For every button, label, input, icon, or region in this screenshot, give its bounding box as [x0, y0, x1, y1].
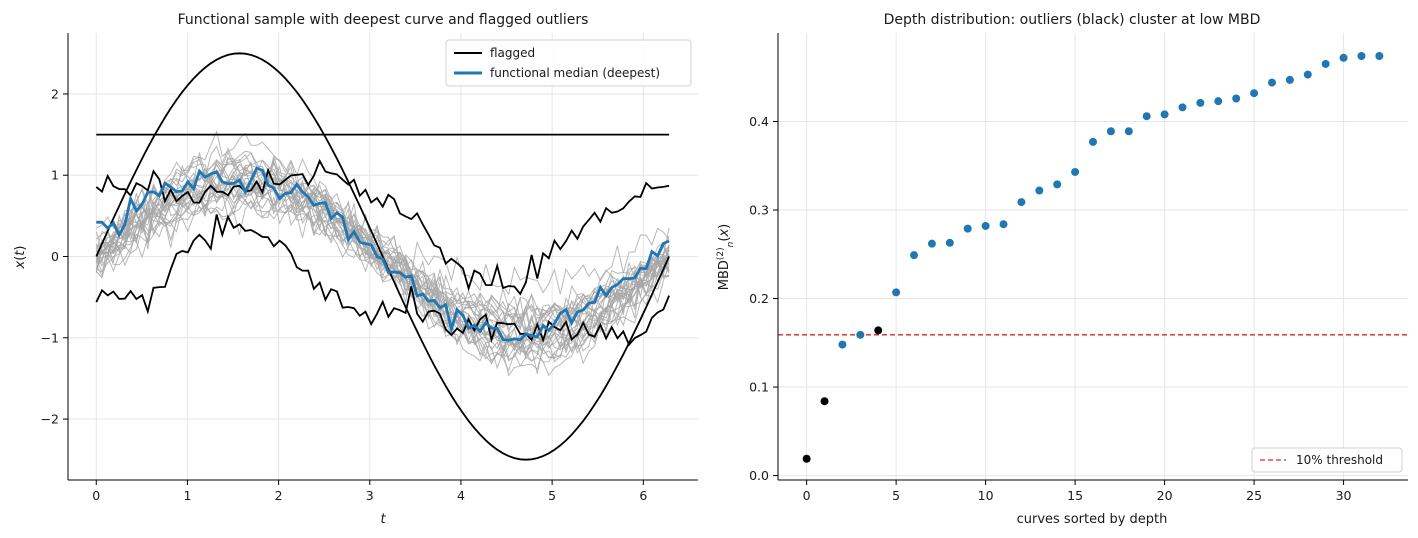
- right-xlabel: curves sorted by depth: [1017, 512, 1168, 527]
- left-ytick-label-3: 1: [51, 168, 59, 183]
- left-median-curve: [96, 166, 670, 342]
- left-xtick-label-3: 3: [366, 488, 374, 503]
- depth-point-2: [838, 340, 847, 349]
- depth-point-10: [981, 221, 990, 230]
- left-xtick-label-2: 2: [275, 488, 283, 503]
- outlier-point-0: [802, 454, 811, 463]
- right-ytick-label-1: 0.1: [749, 380, 769, 395]
- sample-curve-22: [96, 160, 670, 365]
- right-ytick-label-4: 0.4: [749, 114, 769, 129]
- right-xtick-label-1: 5: [892, 488, 900, 503]
- right-ylabel: MBD(2)n(x): [716, 224, 736, 290]
- depth-point-13: [1035, 186, 1044, 195]
- depth-point-29: [1321, 59, 1330, 68]
- left-legend: flagged functional median (deepest): [445, 39, 692, 87]
- depth-point-18: [1124, 127, 1133, 136]
- left-ylabel: x(t): [13, 246, 28, 270]
- right-ytick-label-0: 0.0: [749, 468, 769, 483]
- depth-point-28: [1303, 70, 1312, 79]
- right-xtick-label-6: 30: [1336, 488, 1352, 503]
- depth-point-31: [1357, 52, 1366, 61]
- depth-point-12: [1017, 198, 1026, 207]
- left-xlabel: t: [380, 512, 386, 527]
- right-points: [802, 52, 1384, 463]
- depth-point-23: [1214, 97, 1223, 106]
- left-ytick-label-1: −1: [41, 330, 59, 345]
- sample-curve-13: [96, 199, 670, 332]
- right-ytick-label-3: 0.3: [749, 203, 769, 218]
- flagged-curve-amplitude: [95, 52, 670, 461]
- median-curve-line: [96, 166, 670, 342]
- left-ytick-label-4: 2: [51, 86, 59, 101]
- depth-point-22: [1196, 98, 1205, 107]
- left-flagged-curves: [95, 52, 670, 461]
- depth-point-30: [1339, 53, 1348, 62]
- depth-point-25: [1250, 89, 1259, 98]
- right-grid: [778, 33, 1408, 480]
- depth-point-14: [1053, 180, 1062, 189]
- legend-label-median: functional median (deepest): [490, 66, 660, 80]
- left-ytick-label-2: 0: [51, 249, 59, 264]
- left-xtick-label-4: 4: [457, 488, 465, 503]
- right-panel: 0 5 10 15 20 25 30 0.0 0.1 0.2 0.3 0.4 Depth distri…: [716, 12, 1408, 527]
- depth-point-9: [963, 224, 972, 233]
- depth-point-21: [1178, 103, 1187, 112]
- left-grid: [68, 33, 698, 480]
- left-ytick-label-0: −2: [41, 412, 59, 427]
- right-legend-frame: [1251, 447, 1403, 473]
- depth-point-17: [1106, 127, 1115, 136]
- right-xtick-label-5: 25: [1246, 488, 1262, 503]
- depth-point-19: [1142, 112, 1151, 121]
- depth-point-16: [1089, 137, 1097, 146]
- depth-point-5: [892, 288, 901, 297]
- flagged-curve-shift-up: [95, 158, 670, 296]
- legend-label-flagged: flagged: [490, 46, 535, 60]
- depth-point-8: [945, 238, 954, 247]
- right-ytick-label-2: 0.2: [749, 291, 769, 306]
- left-xtick-label-6: 6: [639, 488, 647, 503]
- right-title: Depth distribution: outliers (black) clu…: [884, 12, 1261, 28]
- right-xtick-label-2: 10: [978, 488, 994, 503]
- left-xtick-label-1: 1: [183, 488, 191, 503]
- left-panel: 0 1 2 3 4 5 6 −2 −1 0 1 2 Functional sample with de…: [13, 12, 698, 527]
- depth-point-7: [927, 239, 936, 248]
- left-ticks: 0 1 2 3 4 5 6 −2 −1 0 1 2: [41, 86, 648, 503]
- left-xtick-label-5: 5: [548, 488, 556, 503]
- left-title: Functional sample with deepest curve and…: [178, 12, 589, 28]
- outlier-point-1: [820, 397, 829, 406]
- right-legend: 10% threshold: [1251, 447, 1403, 473]
- right-ticks: 0 5 10 15 20 25 30 0.0 0.1 0.2 0.3 0.4: [749, 114, 1351, 503]
- right-xtick-label-0: 0: [803, 488, 811, 503]
- depth-point-26: [1267, 78, 1276, 87]
- depth-point-6: [910, 251, 919, 260]
- depth-point-20: [1160, 110, 1169, 119]
- depth-point-32: [1375, 52, 1384, 61]
- left-legend-frame: [445, 39, 692, 87]
- legend-label-threshold: 10% threshold: [1296, 453, 1383, 467]
- left-sample-curves: [95, 129, 670, 377]
- outlier-point-4: [874, 326, 883, 335]
- depth-point-24: [1232, 94, 1241, 103]
- depth-point-27: [1285, 75, 1294, 84]
- right-xtick-label-4: 20: [1157, 488, 1173, 503]
- depth-point-15: [1071, 167, 1080, 176]
- sample-curve-23: [95, 185, 670, 329]
- sample-curve-21: [96, 145, 670, 363]
- flagged-curve-shift-down: [95, 214, 670, 347]
- right-xtick-label-3: 15: [1067, 488, 1083, 503]
- depth-point-11: [999, 220, 1008, 229]
- depth-point-3: [856, 330, 865, 339]
- left-xtick-label-0: 0: [92, 488, 100, 503]
- right-axes: [777, 33, 1408, 481]
